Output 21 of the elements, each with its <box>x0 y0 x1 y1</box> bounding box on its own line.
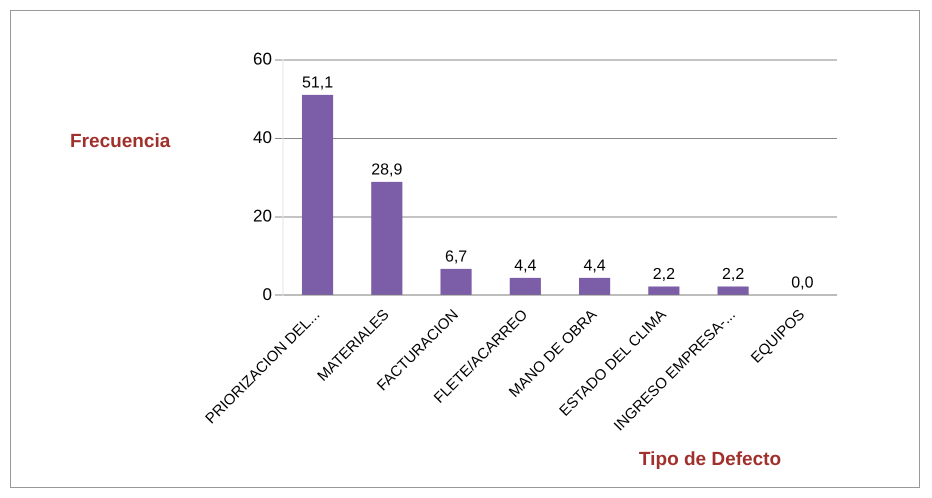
bar <box>718 286 749 295</box>
bar <box>302 94 334 295</box>
data-label: 28,9 <box>371 161 402 178</box>
y-tick-label: 60 <box>252 50 272 69</box>
x-axis-title: Tipo de Defecto <box>638 449 782 470</box>
bar <box>648 286 680 295</box>
data-label: 4,4 <box>514 257 537 274</box>
y-axis-title: Frecuencia <box>70 131 171 152</box>
data-label: 2,2 <box>652 266 676 283</box>
y-tick-label: 20 <box>252 206 272 226</box>
bar <box>579 278 610 295</box>
data-label: 6,7 <box>444 248 468 266</box>
bar <box>371 182 402 295</box>
data-label: 4,4 <box>583 257 606 274</box>
bar <box>440 268 472 295</box>
y-tick-label: 40 <box>252 128 272 148</box>
data-label: 0,0 <box>791 274 814 292</box>
y-tick-label: 0 <box>262 284 272 304</box>
data-label: 51,1 <box>302 74 334 92</box>
data-label: 2,2 <box>722 266 744 283</box>
bar <box>510 278 541 295</box>
